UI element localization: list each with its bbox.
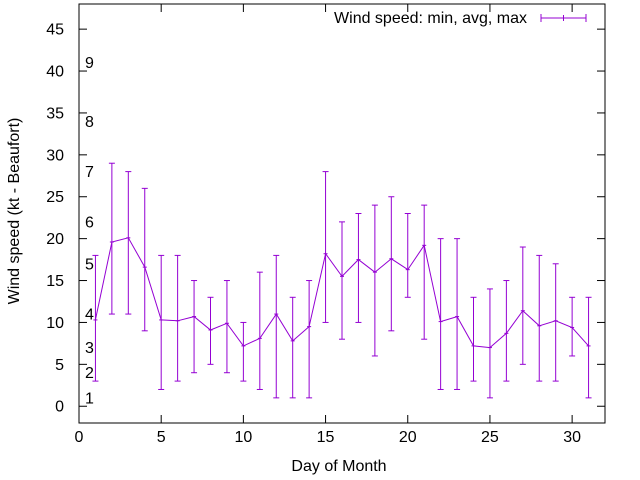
- error-bar-day-25: [486, 288, 493, 399]
- error-bar-day-7: [191, 280, 198, 374]
- x-tick-label: 30: [563, 429, 581, 446]
- error-bar-day-26: [503, 280, 510, 382]
- y-axis-title: Wind speed (kt - Beaufort): [6, 118, 23, 305]
- x-tick-label: 5: [157, 429, 166, 446]
- beaufort-label: 7: [85, 164, 94, 181]
- plot-area-frame: [78, 3, 606, 424]
- error-bar-day-9: [223, 280, 230, 374]
- x-tick-label: 25: [481, 429, 499, 446]
- y-tick-label: 0: [55, 399, 64, 416]
- y-tick-label: 5: [55, 357, 64, 374]
- error-bar-day-2: [108, 162, 115, 315]
- beaufort-label: 9: [85, 55, 94, 72]
- error-bar-day-27: [519, 246, 526, 365]
- x-tick-label: 20: [399, 429, 417, 446]
- beaufort-label: 3: [85, 340, 94, 357]
- error-bar-day-4: [141, 187, 148, 332]
- legend-label: Wind speed: min, avg, max: [334, 10, 527, 27]
- error-bar-day-21: [421, 204, 428, 340]
- error-bar-day-16: [339, 221, 345, 340]
- y-tick-label: 40: [46, 64, 64, 81]
- error-bar-day-10: [240, 321, 247, 382]
- beaufort-label: 5: [85, 256, 94, 273]
- error-bar-day-8: [207, 296, 214, 365]
- beaufort-label: 4: [85, 307, 94, 324]
- error-bar-day-20: [404, 213, 411, 298]
- x-tick-label: 10: [234, 429, 252, 446]
- wind-speed-series: [92, 162, 592, 399]
- error-bar-day-11: [256, 271, 263, 390]
- error-bar-day-15: [322, 171, 329, 323]
- y-tick-label: 45: [46, 22, 64, 39]
- x-tick-label: 0: [75, 429, 84, 446]
- error-bar-day-22: [437, 238, 444, 390]
- error-bar-day-1: [92, 254, 99, 382]
- error-bar-day-24: [470, 296, 477, 382]
- y-tick-label: 35: [46, 105, 64, 122]
- y-tick-label: 15: [46, 273, 64, 290]
- error-bar-day-29: [552, 263, 559, 382]
- error-bar-day-6: [174, 254, 181, 382]
- error-bar-day-17: [355, 213, 362, 323]
- legend-sample-line: [540, 14, 587, 22]
- error-bar-day-12: [273, 254, 280, 399]
- y-tick-label: 25: [46, 189, 64, 206]
- error-bar-day-14: [306, 280, 313, 399]
- beaufort-label: 1: [85, 390, 94, 407]
- beaufort-label: 6: [85, 214, 94, 231]
- error-bar-day-5: [158, 254, 165, 390]
- tick-marks: [78, 4, 605, 423]
- x-axis-title: Day of Month: [291, 458, 386, 475]
- error-bar-day-30: [569, 296, 576, 357]
- error-bar-day-31: [585, 296, 592, 399]
- x-tick-label: 15: [317, 429, 335, 446]
- error-bar-day-19: [388, 196, 395, 332]
- beaufort-label: 8: [85, 114, 94, 131]
- beaufort-label: 2: [85, 365, 94, 382]
- y-tick-label: 10: [46, 315, 64, 332]
- chart-legend: Wind speed: min, avg, max: [334, 10, 587, 27]
- error-bar-day-28: [536, 254, 543, 382]
- error-bar-day-13: [289, 296, 296, 399]
- y-tick-label: 30: [46, 147, 64, 164]
- error-bar-day-18: [371, 204, 378, 357]
- error-bar-day-3: [125, 171, 132, 315]
- y-tick-label: 20: [46, 231, 64, 248]
- beaufort-scale-labels: 1 2 3 4 5 6 7 8 9: [85, 55, 94, 407]
- error-bar-day-23: [454, 238, 461, 390]
